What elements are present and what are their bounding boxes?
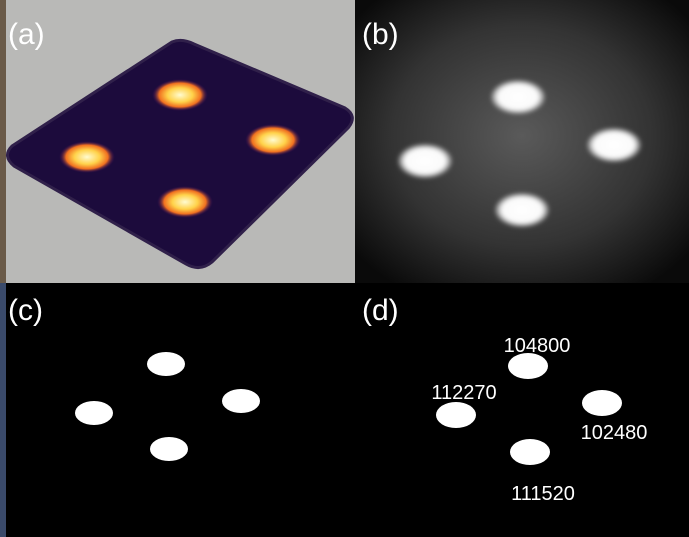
- panel-b: (b): [355, 0, 689, 283]
- spot-annotation: 102480: [581, 422, 648, 444]
- panel-label: (d): [362, 294, 399, 327]
- panel-a: (a): [0, 0, 355, 283]
- panel-label: (b): [362, 18, 399, 51]
- background: [0, 283, 355, 537]
- spot: [587, 128, 641, 162]
- panel-label: (a): [8, 18, 45, 51]
- edge-strip: [0, 0, 6, 283]
- spot-annotation: 112270: [431, 382, 496, 404]
- hot-spot: [59, 141, 115, 173]
- spot: [222, 389, 260, 413]
- spot: [398, 144, 452, 178]
- spot: [491, 80, 545, 114]
- spot-annotation: 111520: [511, 483, 575, 505]
- spot: [508, 353, 548, 379]
- hot-spot: [152, 79, 208, 111]
- spot: [582, 390, 622, 416]
- panel-d: 104800 112270 102480 111520 (d): [355, 283, 689, 537]
- spot: [147, 352, 185, 376]
- edge-strip: [0, 283, 6, 537]
- sample-plate: [6, 38, 354, 269]
- panel-c: (c): [0, 283, 355, 537]
- panel-label: (c): [8, 294, 43, 327]
- hot-spot: [157, 186, 213, 218]
- background: [355, 283, 689, 537]
- spot: [436, 402, 476, 428]
- spot: [510, 439, 550, 465]
- spot: [150, 437, 188, 461]
- hot-spot: [245, 124, 301, 156]
- spot-annotation: 104800: [504, 335, 571, 357]
- spot: [75, 401, 113, 425]
- spot: [495, 193, 549, 227]
